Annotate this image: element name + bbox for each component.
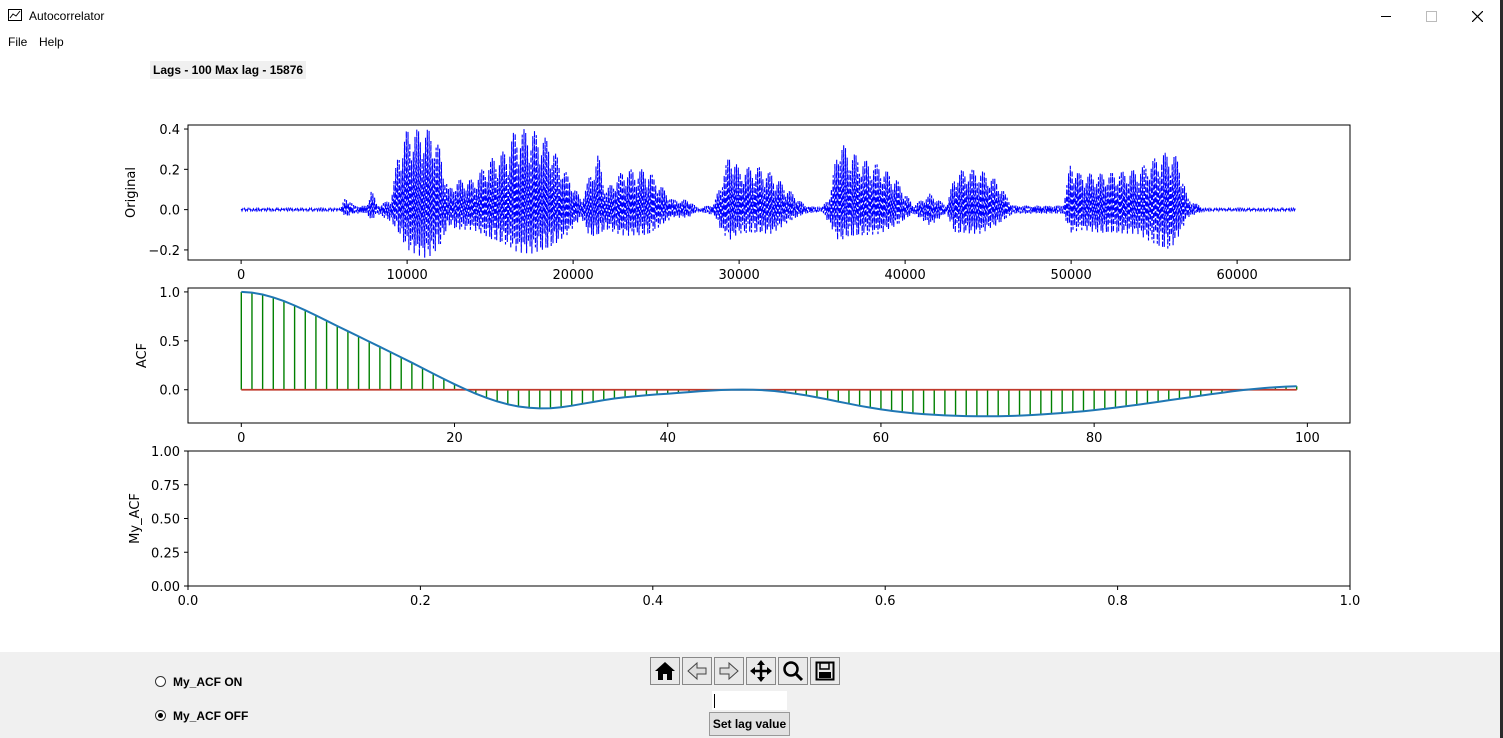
y-tick-label: −0.2	[148, 244, 180, 259]
back-button[interactable]	[682, 657, 712, 685]
x-tick-label: 20	[446, 431, 463, 446]
home-icon	[655, 662, 675, 680]
maximize-button[interactable]	[1408, 0, 1454, 32]
x-tick-label: 0.6	[875, 594, 896, 609]
axes-frame-original	[187, 124, 1351, 261]
navigation-toolbar	[650, 657, 842, 687]
x-tick-label: 0.8	[1107, 594, 1128, 609]
app-chart-icon	[8, 9, 22, 21]
radio-my-acf-on-label[interactable]: My_ACF ON	[173, 675, 243, 689]
back-icon	[687, 661, 707, 681]
x-tick-label: 0.4	[642, 594, 663, 609]
close-button[interactable]	[1454, 0, 1500, 32]
x-tick-label: 80	[1086, 431, 1103, 446]
x-tick-label: 60	[873, 431, 890, 446]
window-border	[1500, 0, 1503, 738]
x-tick-label: 60000	[1216, 268, 1257, 283]
menu-file[interactable]: File	[8, 35, 28, 49]
x-tick-label: 20000	[552, 268, 593, 283]
y-tick-label: 0.0	[159, 204, 180, 219]
radio-my-acf-off[interactable]	[155, 710, 166, 721]
x-tick-label: 0	[237, 268, 245, 283]
y-tick-label: 1.00	[151, 445, 180, 460]
original-signal-line	[240, 129, 1296, 258]
close-icon	[1471, 10, 1483, 22]
zoom-button[interactable]	[778, 657, 808, 685]
y-axis-label: My_ACF	[128, 493, 143, 544]
lag-value-input[interactable]	[712, 691, 787, 710]
y-axis-label: ACF	[135, 343, 150, 368]
y-tick-label: 0.75	[151, 479, 180, 494]
axes-frame-acf	[187, 287, 1351, 424]
x-tick-label: 10000	[386, 268, 427, 283]
menu-bar: File Help	[0, 32, 1503, 52]
x-tick-label: 0.0	[178, 594, 199, 609]
radio-selected-dot	[158, 713, 163, 718]
x-tick-label: 40000	[884, 268, 925, 283]
figure-canvas[interactable]: 0 10000 20000 30000 40000 50000 60000−0.20.00.…	[0, 86, 1500, 652]
lags-label: Lags - 100 Max lag - 15876	[150, 61, 307, 79]
y-tick-label: 0.00	[151, 580, 180, 595]
x-tick-label: 100	[1295, 431, 1320, 446]
radio-my-acf-on[interactable]	[155, 676, 166, 687]
y-axis-label: Original	[124, 167, 139, 218]
zoom-icon	[783, 661, 804, 682]
title-bar: Autocorrelator	[0, 0, 1503, 32]
x-tick-label: 30000	[718, 268, 759, 283]
forward-button[interactable]	[714, 657, 744, 685]
acf-curve	[241, 290, 1297, 418]
y-tick-label: 0.5	[159, 335, 180, 350]
y-tick-label: 0.50	[151, 513, 180, 528]
x-tick-label: 0	[237, 431, 245, 446]
menu-help[interactable]: Help	[39, 35, 64, 49]
pan-button[interactable]	[746, 657, 776, 685]
radio-my-acf-off-label[interactable]: My_ACF OFF	[173, 709, 249, 723]
y-tick-label: 0.2	[159, 163, 180, 178]
save-icon	[815, 661, 835, 681]
save-button[interactable]	[810, 657, 840, 685]
x-tick-label: 0.2	[410, 594, 431, 609]
y-tick-label: 0.4	[159, 123, 180, 138]
y-tick-label: 0.0	[159, 384, 180, 399]
y-tick-label: 1.0	[159, 286, 180, 301]
set-lag-value-button[interactable]: Set lag value	[709, 712, 790, 736]
x-tick-label: 1.0	[1340, 594, 1361, 609]
pan-icon	[750, 660, 772, 682]
minimize-icon	[1381, 15, 1391, 17]
window-title: Autocorrelator	[29, 9, 105, 23]
home-button[interactable]	[650, 657, 680, 685]
forward-icon	[719, 661, 739, 681]
y-tick-label: 0.25	[151, 546, 180, 561]
x-tick-label: 50000	[1050, 268, 1091, 283]
x-tick-label: 40	[659, 431, 676, 446]
maximize-icon	[1425, 10, 1437, 22]
minimize-button[interactable]	[1363, 0, 1409, 32]
text-caret	[714, 694, 715, 708]
axes-frame-my_acf	[187, 450, 1351, 587]
